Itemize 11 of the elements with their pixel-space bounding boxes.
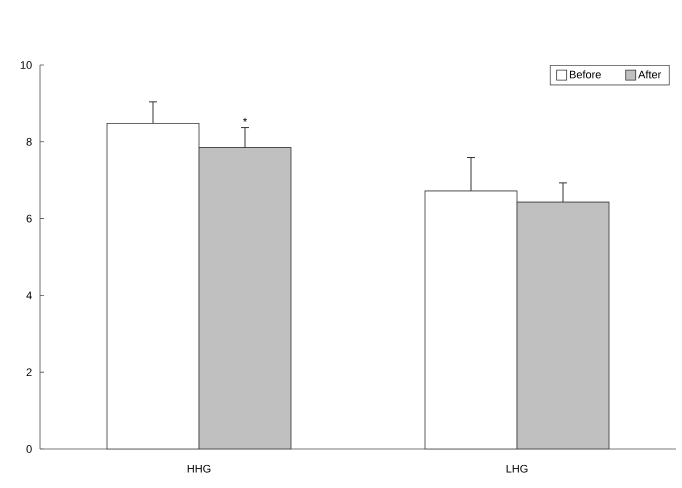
y-tick-label: 0 (26, 445, 32, 453)
x-tick-label: LHG (506, 464, 528, 473)
y-tick-label: 10 (20, 61, 32, 69)
y-tick-label: 8 (26, 138, 32, 146)
y-tick-label: 4 (26, 292, 32, 300)
annotation: * (243, 118, 247, 122)
x-tick-label: HHG (188, 464, 210, 473)
y-tick-label: 2 (26, 368, 32, 376)
legend-label: After (638, 70, 662, 78)
legend-label: Before (570, 70, 601, 78)
y-tick-label: 6 (26, 214, 32, 222)
